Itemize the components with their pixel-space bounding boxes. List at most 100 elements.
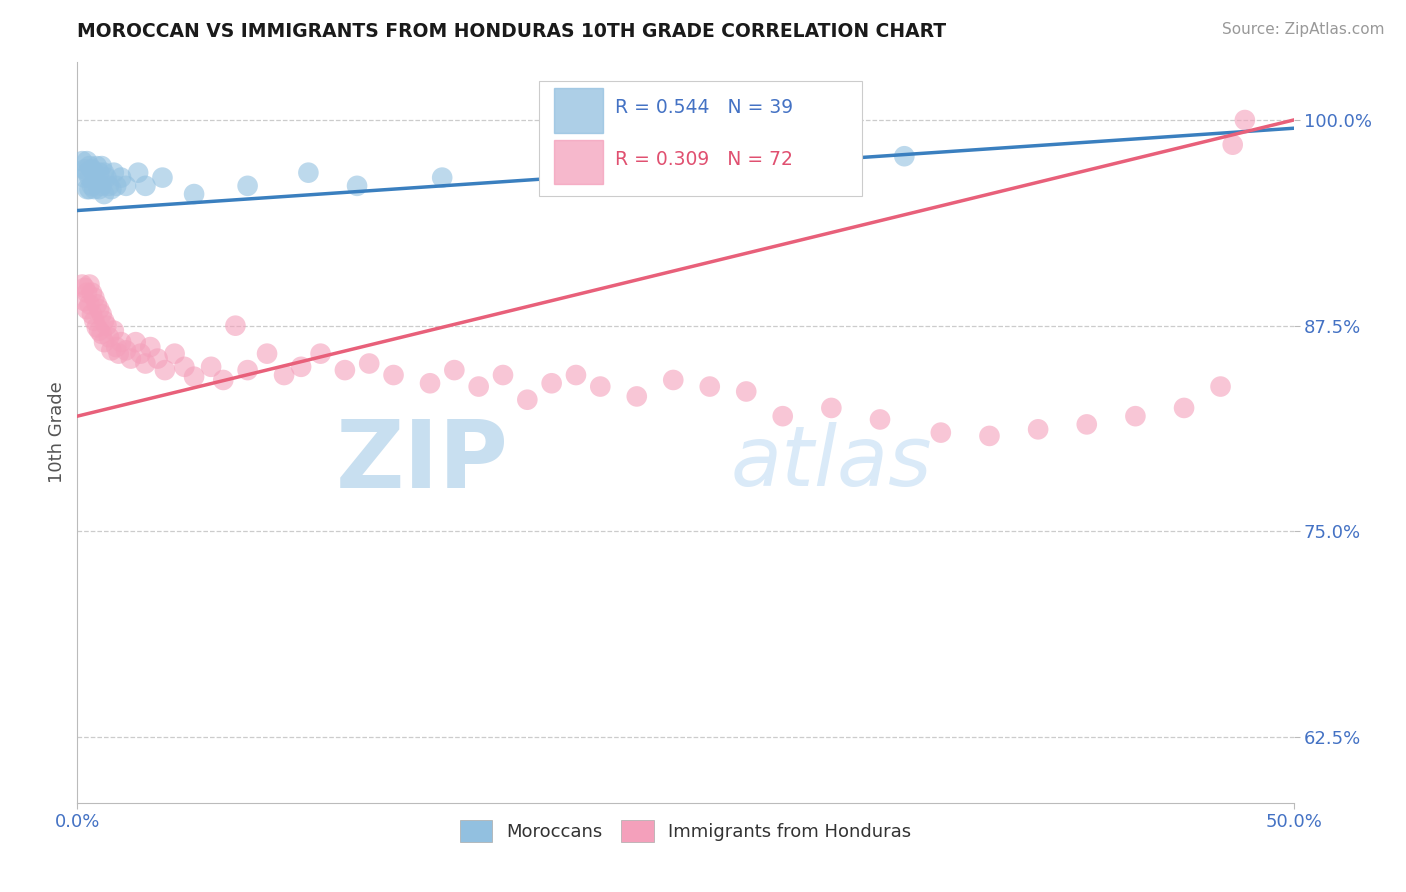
- Point: [89, 182, 111, 196]
- Point: [86, 297, 108, 311]
- Point: [89, 166, 111, 180]
- Point: [96, 170, 118, 185]
- Point: [73, 281, 96, 295]
- Point: [153, 363, 176, 377]
- Point: [589, 379, 612, 393]
- Point: [97, 330, 120, 344]
- Point: [73, 162, 96, 177]
- Point: [107, 346, 129, 360]
- Point: [73, 170, 96, 185]
- Point: [86, 176, 108, 190]
- Point: [236, 178, 259, 193]
- Point: [183, 187, 205, 202]
- Legend: Moroccans, Immigrants from Honduras: Moroccans, Immigrants from Honduras: [453, 813, 918, 849]
- Point: [93, 314, 115, 328]
- Point: [540, 376, 562, 391]
- Point: [1125, 409, 1147, 424]
- Point: [565, 368, 588, 382]
- Point: [93, 187, 115, 202]
- Point: [86, 320, 108, 334]
- Point: [979, 429, 1001, 443]
- Point: [723, 154, 745, 169]
- Point: [152, 170, 174, 185]
- Point: [492, 368, 515, 382]
- Point: [224, 318, 246, 333]
- Point: [83, 182, 105, 196]
- Point: [83, 314, 105, 328]
- Point: [115, 178, 138, 193]
- Point: [125, 335, 148, 350]
- Point: [1233, 113, 1256, 128]
- Point: [212, 373, 235, 387]
- Point: [110, 170, 132, 185]
- Point: [290, 359, 312, 374]
- Point: [430, 170, 453, 185]
- Point: [173, 359, 195, 374]
- FancyBboxPatch shape: [540, 81, 862, 195]
- Point: [553, 159, 575, 173]
- Point: [929, 425, 952, 440]
- Point: [139, 340, 162, 354]
- Point: [236, 363, 259, 377]
- Point: [76, 154, 98, 169]
- Point: [76, 285, 98, 300]
- Point: [93, 335, 115, 350]
- Point: [820, 401, 842, 415]
- Point: [382, 368, 405, 382]
- Point: [134, 357, 156, 371]
- Point: [103, 324, 125, 338]
- Point: [93, 166, 115, 180]
- Y-axis label: 10th Grade: 10th Grade: [48, 382, 66, 483]
- Point: [1222, 137, 1244, 152]
- Point: [516, 392, 538, 407]
- Point: [200, 359, 222, 374]
- Point: [419, 376, 441, 391]
- Point: [129, 346, 152, 360]
- Point: [183, 369, 205, 384]
- Point: [772, 409, 794, 424]
- Point: [163, 346, 186, 360]
- Point: [120, 351, 142, 366]
- Point: [309, 346, 332, 360]
- Point: [83, 166, 105, 180]
- Point: [699, 379, 721, 393]
- Point: [297, 166, 319, 180]
- Text: Source: ZipAtlas.com: Source: ZipAtlas.com: [1222, 22, 1385, 37]
- Point: [662, 373, 685, 387]
- Text: MOROCCAN VS IMMIGRANTS FROM HONDURAS 10TH GRADE CORRELATION CHART: MOROCCAN VS IMMIGRANTS FROM HONDURAS 10T…: [77, 22, 946, 41]
- Text: R = 0.544   N = 39: R = 0.544 N = 39: [614, 98, 793, 117]
- Point: [256, 346, 278, 360]
- Point: [86, 159, 108, 173]
- Point: [70, 277, 93, 292]
- Point: [73, 293, 96, 308]
- Point: [90, 159, 112, 173]
- Point: [1209, 379, 1232, 393]
- Point: [1076, 417, 1098, 432]
- Point: [893, 149, 915, 163]
- Point: [76, 166, 98, 180]
- Point: [346, 178, 368, 193]
- Point: [79, 277, 101, 292]
- Point: [90, 307, 112, 321]
- Point: [100, 343, 122, 358]
- Point: [79, 159, 101, 173]
- Point: [76, 302, 98, 317]
- Point: [443, 363, 465, 377]
- Point: [105, 340, 128, 354]
- Point: [146, 351, 169, 366]
- Point: [70, 154, 93, 169]
- Point: [333, 363, 356, 377]
- Bar: [554, 88, 603, 133]
- Point: [80, 307, 103, 321]
- Point: [1026, 422, 1049, 436]
- Point: [467, 379, 489, 393]
- Point: [359, 357, 381, 371]
- Point: [134, 178, 156, 193]
- Point: [110, 335, 132, 350]
- Text: R = 0.309   N = 72: R = 0.309 N = 72: [614, 150, 793, 169]
- Point: [83, 291, 105, 305]
- Point: [100, 182, 122, 196]
- Point: [105, 178, 128, 193]
- Point: [90, 326, 112, 341]
- Point: [1173, 401, 1195, 415]
